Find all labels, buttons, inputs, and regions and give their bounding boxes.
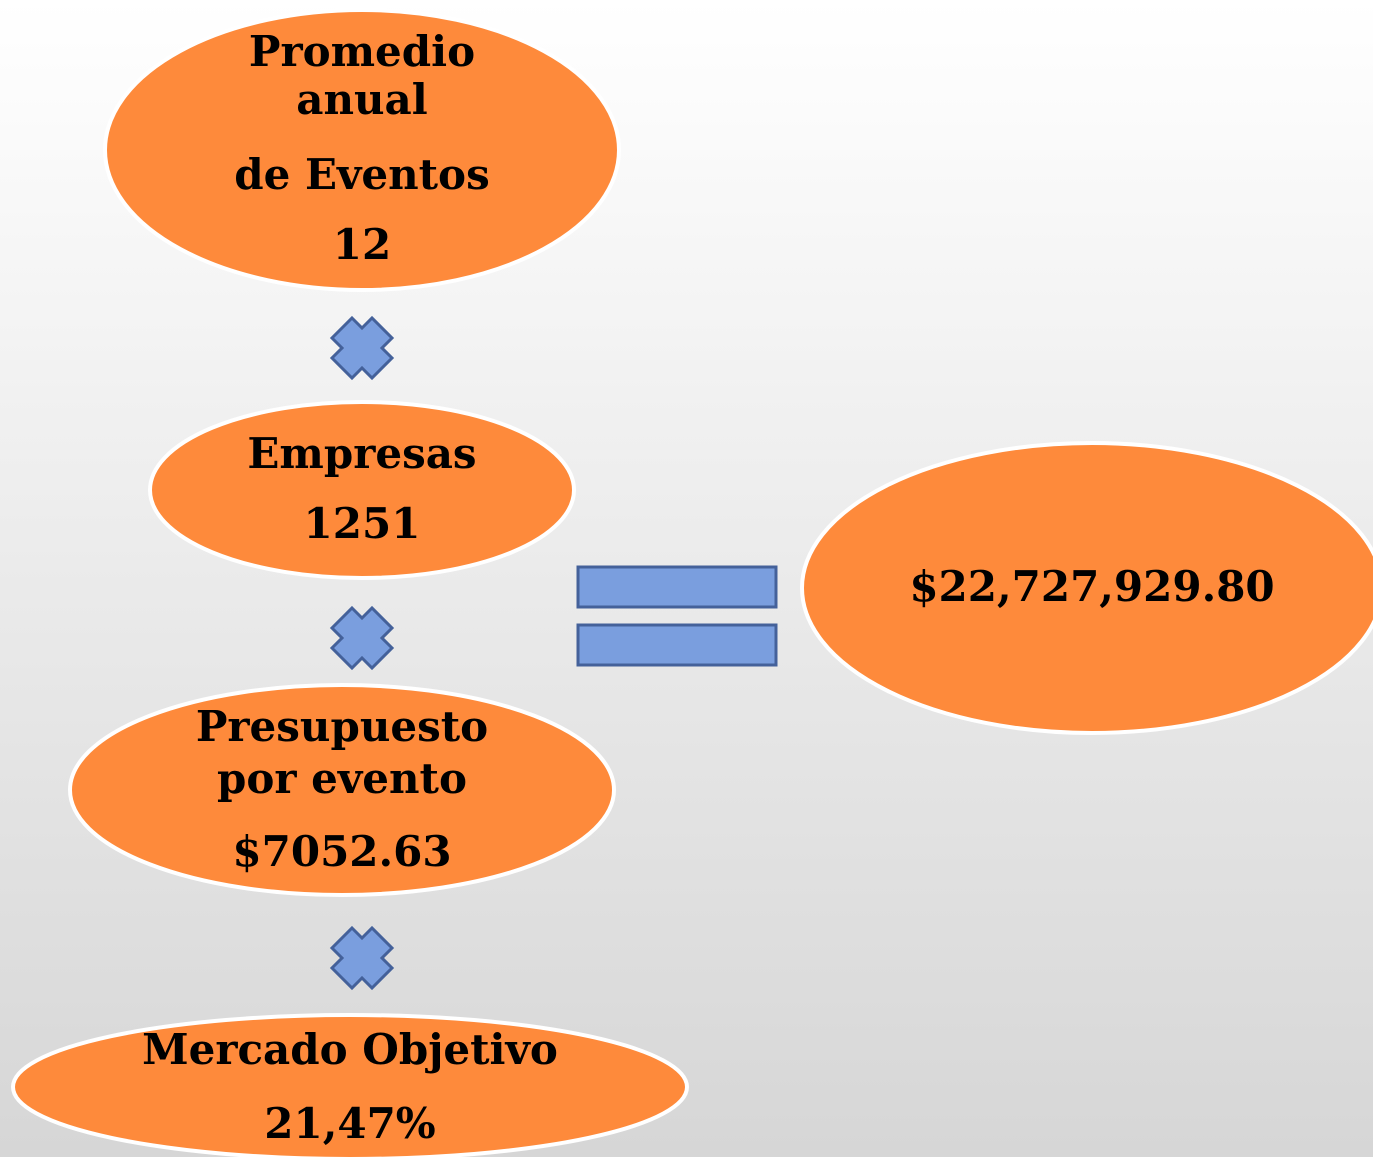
node-text: 12	[333, 220, 391, 269]
equals-bar	[576, 623, 778, 667]
node-text: de Eventos	[234, 150, 489, 199]
node-text: Empresas	[247, 429, 476, 478]
node-text: $7052.63	[232, 827, 451, 876]
multiply-sign	[330, 606, 394, 670]
node-text: Presupuesto	[196, 702, 488, 751]
multiply-sign	[330, 316, 394, 380]
node-ellipse	[148, 400, 576, 580]
node-text: 1251	[304, 499, 421, 548]
node-text: anual	[296, 75, 427, 124]
node-ellipse	[11, 1013, 689, 1157]
node-text: por evento	[217, 754, 467, 803]
equals-bar	[576, 565, 778, 609]
node-text: Promedio	[249, 27, 475, 76]
node-ellipse	[103, 8, 621, 292]
node-text: 21,47%	[264, 1099, 435, 1148]
node-text: Mercado Objetivo	[142, 1025, 558, 1074]
node-text: $22,727,929.80	[909, 562, 1274, 611]
node-ellipse	[68, 683, 616, 897]
multiply-sign	[330, 926, 394, 990]
node-ellipse	[800, 441, 1373, 735]
